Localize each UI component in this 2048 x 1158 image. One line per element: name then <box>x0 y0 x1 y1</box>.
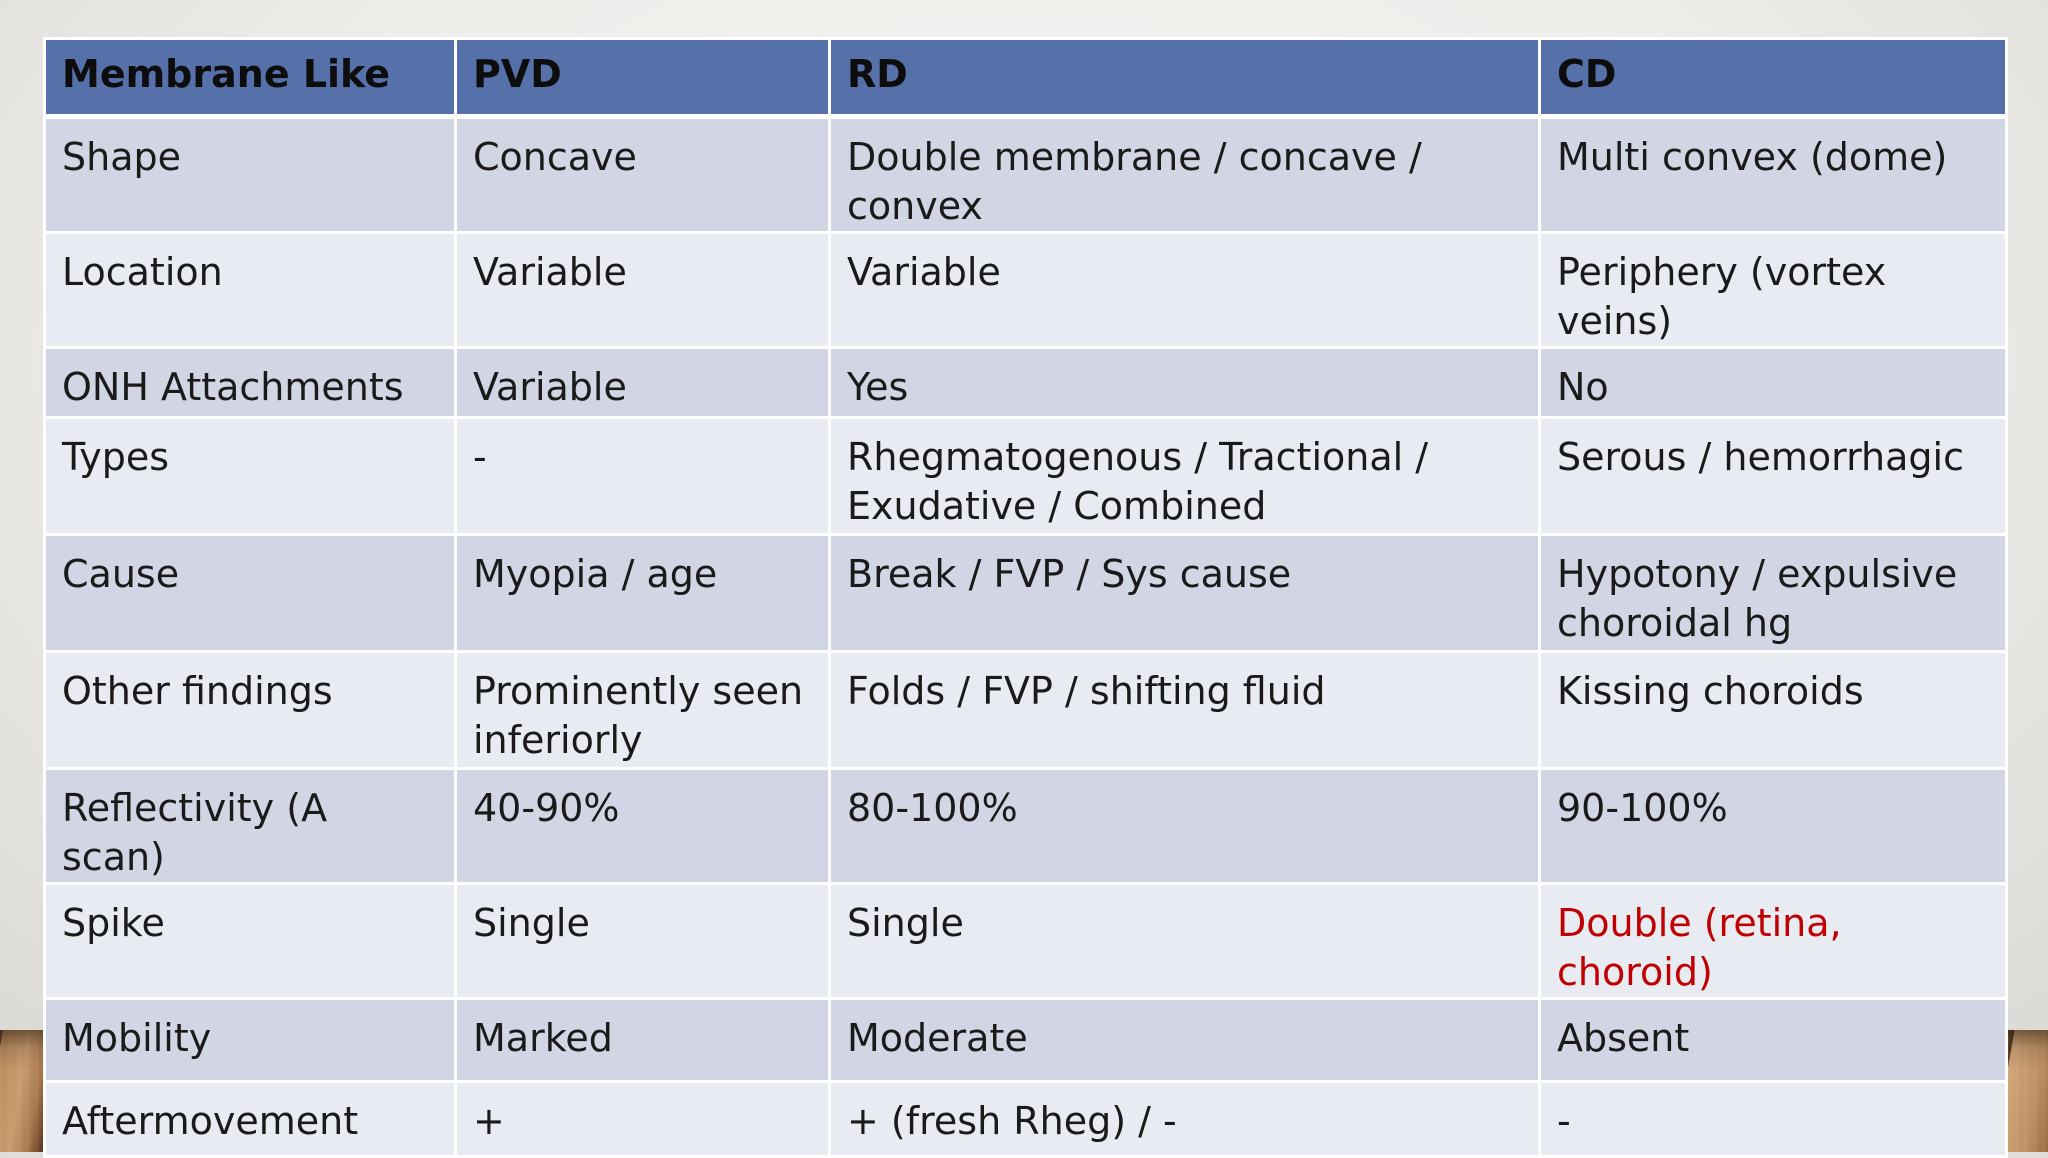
cell-rd: Moderate <box>828 997 1541 1083</box>
cell-cd: - <box>1538 1080 2008 1158</box>
cell-rd: Variable <box>828 231 1541 349</box>
table-row-spike: Spike Single Single Double (retina, chor… <box>43 882 2008 1000</box>
table-row-types: Types - Rhegmatogenous / Tractional / Ex… <box>43 416 2008 536</box>
row-label: Mobility <box>43 997 457 1083</box>
cell-rd: 80-100% <box>828 767 1541 885</box>
cell-cd: Hypotony / expulsive choroidal hg <box>1538 533 2008 653</box>
cell-pvd: Concave <box>454 115 831 234</box>
cell-rd: Double membrane / concave / convex <box>828 115 1541 234</box>
cell-rd: Yes <box>828 346 1541 419</box>
cell-pvd: Variable <box>454 346 831 419</box>
table-header-row: Membrane Like PVD RD CD <box>43 37 2008 119</box>
header-cd: CD <box>1538 37 2008 119</box>
cell-rd: Break / FVP / Sys cause <box>828 533 1541 653</box>
table-row-onh-attachments: ONH Attachments Variable Yes No <box>43 346 2008 419</box>
cell-pvd: + <box>454 1080 831 1158</box>
cell-pvd: Variable <box>454 231 831 349</box>
table-row-aftermovement: Aftermovement + + (fresh Rheg) / - - <box>43 1080 2008 1158</box>
row-label: Reflectivity (A scan) <box>43 767 457 885</box>
row-label: ONH Attachments <box>43 346 457 419</box>
row-label: Shape <box>43 115 457 234</box>
row-label: Types <box>43 416 457 536</box>
header-membrane-like: Membrane Like <box>43 37 457 119</box>
cell-pvd: - <box>454 416 831 536</box>
cell-pvd: Myopia / age <box>454 533 831 653</box>
cell-pvd: Prominently seen inferiorly <box>454 650 831 770</box>
row-label: Spike <box>43 882 457 1000</box>
cell-cd: Serous / hemorrhagic <box>1538 416 2008 536</box>
cell-pvd: Marked <box>454 997 831 1083</box>
table-row-cause: Cause Myopia / age Break / FVP / Sys cau… <box>43 533 2008 653</box>
cell-cd: Kissing choroids <box>1538 650 2008 770</box>
cell-rd: + (fresh Rheg) / - <box>828 1080 1541 1158</box>
cell-pvd: Single <box>454 882 831 1000</box>
cell-rd: Rhegmatogenous / Tractional / Exudative … <box>828 416 1541 536</box>
cell-pvd: 40-90% <box>454 767 831 885</box>
cell-rd: Single <box>828 882 1541 1000</box>
row-label: Cause <box>43 533 457 653</box>
table-row-mobility: Mobility Marked Moderate Absent <box>43 997 2008 1083</box>
row-label: Aftermovement <box>43 1080 457 1158</box>
cell-cd: Periphery (vortex veins) <box>1538 231 2008 349</box>
table-row-other-findings: Other findings Prominently seen inferior… <box>43 650 2008 770</box>
row-label: Location <box>43 231 457 349</box>
comparison-table: Membrane Like PVD RD CD Shape Concave Do… <box>43 37 2008 1158</box>
cell-cd: 90-100% <box>1538 767 2008 885</box>
table-row-location: Location Variable Variable Periphery (vo… <box>43 231 2008 349</box>
cell-cd: Absent <box>1538 997 2008 1083</box>
cell-cd: Multi convex (dome) <box>1538 115 2008 234</box>
table-row-shape: Shape Concave Double membrane / concave … <box>43 115 2008 234</box>
table-row-reflectivity: Reflectivity (A scan) 40-90% 80-100% 90-… <box>43 767 2008 885</box>
cell-rd: Folds / FVP / shifting fluid <box>828 650 1541 770</box>
cell-cd: No <box>1538 346 2008 419</box>
row-label: Other findings <box>43 650 457 770</box>
cell-cd-highlight: Double (retina, choroid) <box>1538 882 2008 1000</box>
header-rd: RD <box>828 37 1541 119</box>
header-pvd: PVD <box>454 37 831 119</box>
